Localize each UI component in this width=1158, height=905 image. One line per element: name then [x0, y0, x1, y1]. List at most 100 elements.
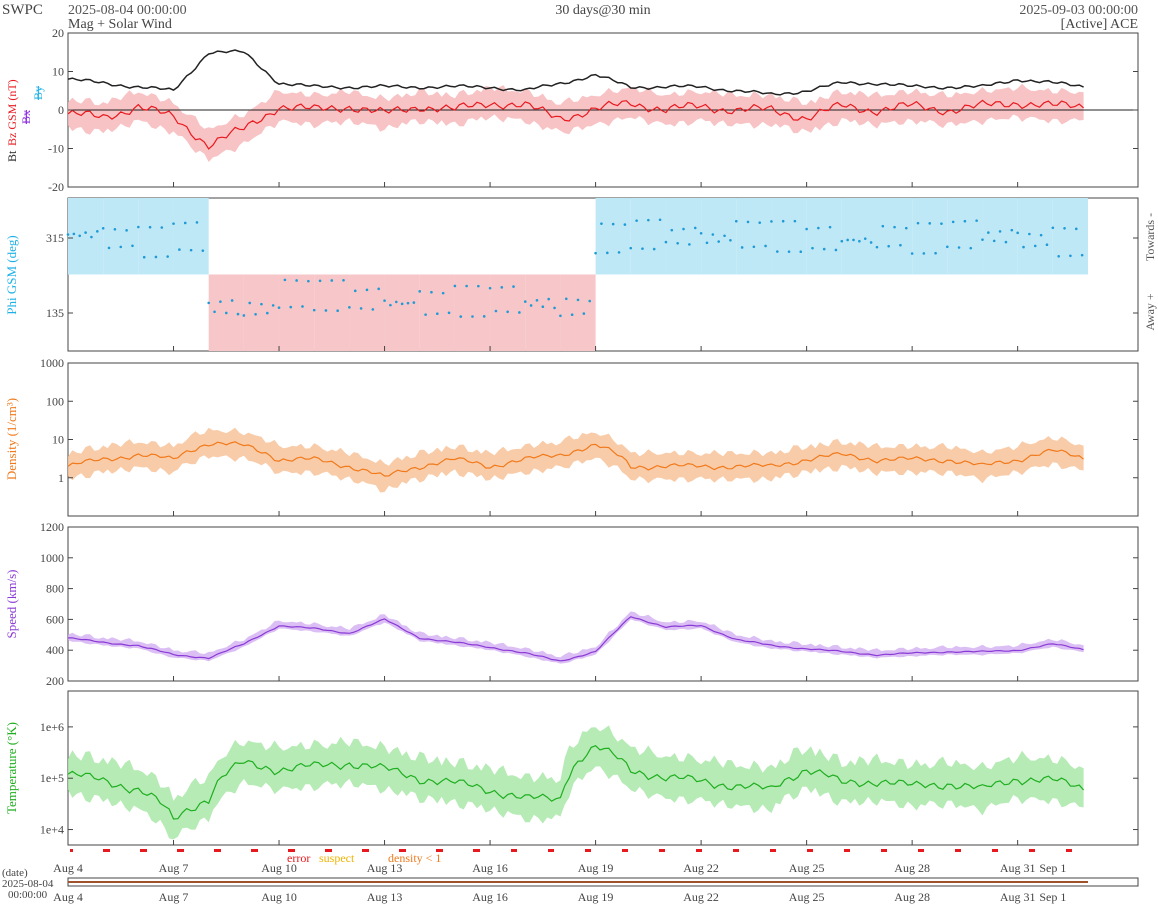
phi-towards-band: [1017, 198, 1053, 275]
phi-point: [1057, 255, 1060, 258]
phi-point: [1080, 253, 1084, 257]
flag-error-mark: [436, 849, 439, 852]
phi-point: [172, 222, 175, 225]
phi-point: [793, 219, 797, 223]
phi-point: [1028, 232, 1031, 236]
phi-point: [318, 279, 322, 283]
phi-point: [957, 246, 961, 249]
chart-subtitle: Mag + Solar Wind: [68, 17, 172, 32]
flag-error-mark: [733, 849, 736, 852]
phi-point: [688, 243, 691, 246]
phi-towards-band: [1052, 198, 1088, 275]
y-tick-label: 100: [46, 394, 64, 408]
phi-point: [781, 219, 785, 223]
phi-point: [506, 310, 509, 314]
phi-point: [453, 284, 457, 288]
phi-point: [600, 222, 603, 225]
phi-point: [916, 221, 920, 225]
phi-towards-band: [806, 198, 842, 275]
phi-point: [471, 315, 474, 318]
phi-point: [623, 223, 627, 226]
phi-point: [734, 219, 738, 223]
phi-point: [664, 240, 668, 244]
y-tick-label: 1000: [40, 551, 64, 565]
phi-point: [635, 219, 638, 222]
phi-away-band: [349, 274, 385, 351]
y-tick-label: 315: [46, 231, 64, 245]
flag-error-mark: [548, 849, 551, 852]
phi-point: [441, 291, 445, 295]
y-tick-label: 1e+5: [40, 771, 64, 785]
phi-point: [547, 297, 550, 301]
phi-point: [711, 233, 715, 236]
towards-label: Towards -: [1143, 213, 1157, 261]
phi-point: [670, 228, 674, 232]
flag-suspect-label: suspect: [319, 851, 355, 865]
bx-by-labels: Bx By: [19, 86, 45, 124]
phi-point: [107, 246, 111, 250]
phi-point: [406, 301, 410, 305]
y-tick-label: 20: [52, 26, 64, 40]
phi-point: [78, 234, 82, 238]
phi-point: [295, 279, 298, 282]
x-tick-label: Aug 25: [789, 890, 825, 904]
phi-point: [869, 241, 873, 244]
phi-point: [1063, 226, 1066, 230]
phi-point: [594, 251, 597, 255]
phi-point: [893, 225, 896, 229]
start-time: 2025-08-04 00:00:00: [68, 3, 187, 18]
phi-point: [160, 226, 164, 229]
phi-point: [66, 233, 70, 236]
x-tick-label: Aug 25: [789, 861, 825, 875]
date-value: 2025-08-04: [2, 878, 54, 890]
flag-error-mark: [251, 849, 254, 852]
phi-point: [1045, 243, 1049, 247]
phi-towards-band: [771, 198, 807, 275]
flag-error-mark: [622, 849, 625, 852]
phi-point: [195, 221, 199, 224]
date-label: (date): [2, 867, 28, 879]
flag-error-mark: [511, 849, 514, 852]
flag-error-mark: [1029, 849, 1032, 852]
phi-point: [852, 238, 855, 242]
phi-point: [910, 252, 914, 255]
density-band: [68, 427, 1084, 493]
phi-point: [553, 306, 556, 310]
phi-away-band: [525, 274, 561, 351]
phi-point: [647, 218, 650, 222]
phi-point: [418, 290, 422, 293]
phi-point: [987, 231, 990, 234]
flag-error-mark: [70, 849, 73, 852]
flag-error-mark: [288, 849, 291, 852]
phi-point: [676, 241, 679, 245]
flag-error-mark: [177, 849, 180, 852]
temperature-ylabel: Temperature (°K): [4, 722, 19, 814]
y-tick-label: 1200: [40, 520, 64, 534]
flag-density-label: density < 1: [388, 851, 441, 865]
phi-point: [436, 312, 439, 316]
phi-point: [828, 225, 832, 229]
flag-error-mark: [585, 849, 588, 852]
x-tick-label: Aug 10: [261, 890, 297, 904]
phi-point: [154, 255, 158, 259]
mag-ylabel: Bt Bz GSM (nT): [5, 79, 19, 162]
phi-point: [846, 238, 849, 242]
phi-away-band: [384, 274, 420, 351]
phi-point: [430, 290, 433, 294]
phi-point: [922, 252, 926, 255]
flag-error-mark: [918, 849, 921, 852]
flag-error-mark: [992, 849, 995, 852]
brand-label: SWPC: [2, 2, 43, 18]
phi-away-band: [314, 274, 350, 351]
phi-point: [963, 219, 967, 223]
y-tick-label: -20: [48, 180, 64, 194]
phi-point: [166, 255, 169, 258]
phi-point: [887, 244, 890, 248]
phi-point: [559, 314, 562, 318]
phi-point: [817, 226, 820, 230]
phi-point: [518, 311, 521, 314]
phi-point: [858, 239, 861, 243]
away-label: Away +: [1143, 293, 1157, 331]
phi-point: [271, 304, 275, 307]
